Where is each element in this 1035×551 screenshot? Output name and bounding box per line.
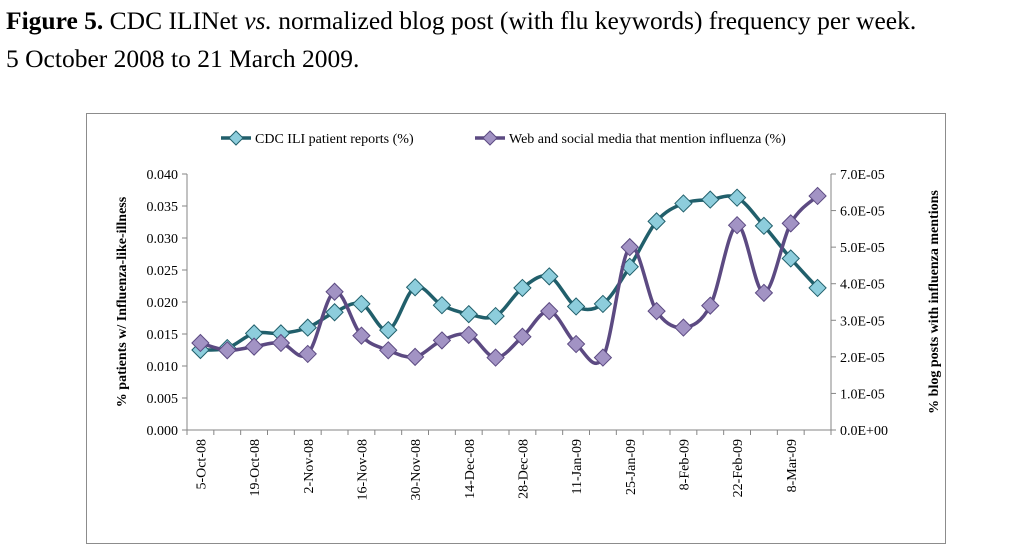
series-1-point — [701, 190, 720, 209]
y-tick-label: 0.030 — [147, 232, 179, 247]
y2-tick-label: 4.0E-05 — [840, 278, 885, 293]
series-1-point — [808, 278, 827, 298]
y2-tick-label: 1.0E-05 — [840, 387, 885, 402]
series-1-point — [325, 303, 344, 322]
series-2-point — [379, 341, 398, 360]
y-tick-label: 0.040 — [147, 168, 179, 183]
x-tick-label: 11-Jan-09 — [570, 439, 585, 494]
y2-tick-label: 7.0E-05 — [840, 168, 885, 183]
x-tick-label: 2-Nov-08 — [302, 439, 317, 493]
series-2-point — [566, 334, 586, 354]
y2-tick-label: 3.0E-05 — [840, 314, 885, 329]
y-tick-label: 0.010 — [147, 360, 179, 375]
x-tick-label: 5-Oct-08 — [194, 439, 209, 490]
series-2-point — [405, 347, 425, 367]
y-tick-label: 0.035 — [147, 200, 179, 215]
x-tick-label: 22-Feb-09 — [731, 439, 746, 497]
series-2-point — [352, 326, 371, 345]
x-tick-label: 8-Mar-09 — [785, 439, 800, 492]
caption-text-italic: vs. — [244, 6, 272, 35]
series-1-point — [754, 216, 774, 236]
y2-tick-label: 2.0E-05 — [840, 351, 885, 366]
x-tick-label: 14-Dec-08 — [463, 439, 478, 499]
y-tick-label: 0.015 — [147, 328, 179, 343]
series-2-point — [244, 337, 264, 356]
caption-line-1: Figure 5. CDC ILINet vs. normalized blog… — [6, 2, 1031, 40]
x-tick-label: 28-Dec-08 — [516, 439, 531, 499]
series-2-point — [674, 318, 693, 337]
series-2-point — [540, 301, 559, 321]
x-tick-label: 8-Feb-09 — [677, 439, 692, 490]
y2-axis-title: % blog posts with influenza mentions — [927, 190, 942, 414]
series-1-point — [727, 188, 747, 207]
x-tick-label: 30-Nov-08 — [409, 439, 424, 500]
series-2-point — [647, 301, 666, 321]
caption-line-2: 5 October 2008 to 21 March 2009. — [6, 44, 360, 73]
series-2-point — [781, 214, 800, 233]
series-2-point — [432, 331, 452, 350]
legend-label-2: Web and social media that mention influe… — [509, 132, 786, 147]
series-2-point — [271, 333, 291, 353]
series-2-point — [727, 215, 747, 235]
y-axis-title: % patients w/ Influenza-like-illness — [115, 196, 130, 407]
series-2-point — [701, 296, 720, 315]
chart-frame: 0.000 0.005 0.010 0.015 0.020 0.025 0.030 0.035… — [86, 113, 946, 544]
y2-tick-label: 0.0E+00 — [840, 424, 888, 439]
series-2-point — [191, 333, 210, 353]
caption-text-b: normalized blog post (with flu keywords)… — [271, 6, 917, 35]
series-1-point — [405, 278, 425, 297]
series-1-point — [352, 294, 371, 314]
series-2-point — [298, 344, 317, 364]
y-tick-label: 0.005 — [147, 392, 179, 407]
series-1-point — [593, 294, 613, 314]
series-2-point — [593, 348, 613, 367]
series-2-point — [754, 283, 774, 303]
x-tick-label: 16-Nov-08 — [355, 439, 370, 500]
series-1-point — [647, 212, 666, 231]
series-2-point — [808, 186, 827, 206]
caption-text-a: CDC ILINet — [103, 6, 245, 35]
series-1-point — [432, 295, 452, 315]
series-1-point — [459, 304, 478, 324]
series-2-point — [325, 282, 344, 301]
y2-tick-label: 6.0E-05 — [840, 205, 885, 220]
series-1-point — [513, 278, 532, 298]
y2-tick-label: 5.0E-05 — [840, 241, 885, 256]
series-line-2 — [199, 194, 819, 366]
series-1-point — [379, 320, 398, 340]
series-1-point — [566, 297, 586, 316]
series-2-point — [486, 348, 505, 367]
legend-marker-1 — [228, 130, 244, 146]
series-line-1 — [200, 194, 819, 352]
series-2-point — [620, 237, 639, 257]
line-chart: 0.000 0.005 0.010 0.015 0.020 0.025 0.030 0.035… — [115, 130, 942, 500]
series-1-point — [781, 249, 800, 268]
legend-marker-2 — [482, 130, 498, 146]
y-tick-label: 0.025 — [147, 264, 179, 279]
x-tick-label: 25-Jan-09 — [624, 439, 639, 495]
y-tick-label: 0.000 — [147, 424, 179, 439]
series-1-point — [298, 318, 317, 337]
figure-caption: Figure 5. CDC ILINet vs. normalized blog… — [6, 2, 1031, 78]
series-2-point — [459, 325, 478, 345]
legend-label-1: CDC ILI patient reports (%) — [255, 132, 414, 147]
series-1-point — [674, 194, 693, 213]
series-2-point — [218, 341, 237, 360]
series-1-point — [540, 267, 559, 286]
x-tick-label: 19-Oct-08 — [248, 439, 263, 497]
series-1-point — [486, 306, 505, 326]
caption-label: Figure 5. — [6, 6, 104, 35]
y-tick-label: 0.020 — [147, 296, 179, 311]
series-2-point — [513, 327, 532, 346]
